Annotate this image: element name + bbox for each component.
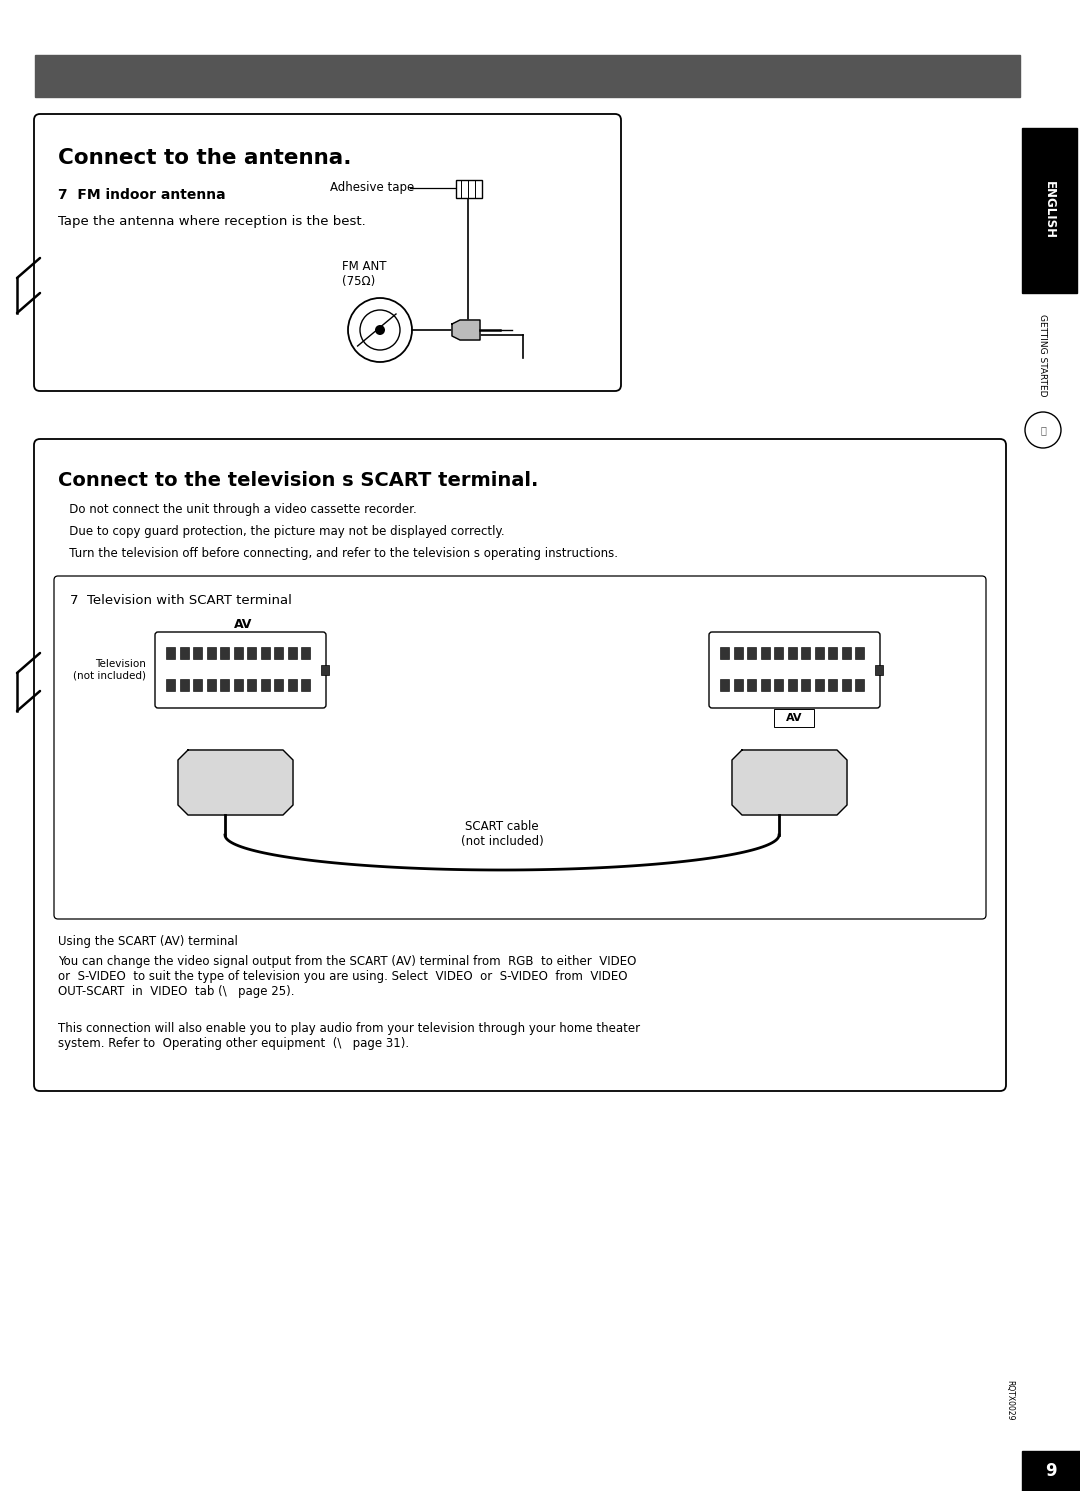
Text: Adhesive tape: Adhesive tape <box>330 182 415 194</box>
Bar <box>828 678 837 690</box>
Bar <box>720 647 729 659</box>
Bar <box>787 678 797 690</box>
Text: Connect to the antenna.: Connect to the antenna. <box>58 148 351 168</box>
Text: SCART cable
(not included): SCART cable (not included) <box>461 820 543 848</box>
Text: This connection will also enable you to play audio from your television through : This connection will also enable you to … <box>58 1021 640 1050</box>
Bar <box>233 678 243 690</box>
FancyBboxPatch shape <box>156 632 326 708</box>
Text: AV: AV <box>786 713 802 723</box>
Bar <box>1022 128 1077 294</box>
Text: RQTX0029: RQTX0029 <box>1005 1379 1014 1421</box>
Circle shape <box>375 325 384 335</box>
Bar <box>247 647 256 659</box>
Bar <box>774 647 783 659</box>
Bar <box>260 647 270 659</box>
Bar <box>855 678 864 690</box>
Text: 7  FM indoor antenna: 7 FM indoor antenna <box>58 188 226 201</box>
Bar <box>828 647 837 659</box>
Bar <box>814 678 824 690</box>
Bar <box>220 678 229 690</box>
Bar <box>206 647 216 659</box>
Bar <box>760 647 769 659</box>
Polygon shape <box>732 750 847 816</box>
Bar <box>801 647 810 659</box>
Bar <box>733 647 743 659</box>
FancyBboxPatch shape <box>708 632 880 708</box>
Bar <box>747 647 756 659</box>
Text: Tape the antenna where reception is the best.: Tape the antenna where reception is the … <box>58 216 366 228</box>
Text: Do not connect the unit through a video cassette recorder.: Do not connect the unit through a video … <box>58 504 417 516</box>
Bar <box>247 678 256 690</box>
Bar <box>287 647 297 659</box>
Bar <box>301 678 310 690</box>
Text: Turn the television off before connecting, and refer to the television s operati: Turn the television off before connectin… <box>58 547 618 561</box>
Bar <box>179 678 189 690</box>
Text: ENGLISH: ENGLISH <box>1042 180 1055 239</box>
Bar <box>166 678 175 690</box>
Polygon shape <box>453 321 480 340</box>
Bar <box>774 678 783 690</box>
Bar <box>274 678 283 690</box>
Bar <box>855 647 864 659</box>
Bar <box>260 678 270 690</box>
Bar <box>179 647 189 659</box>
Text: AV: AV <box>233 619 253 632</box>
Bar <box>220 647 229 659</box>
Text: 🎧: 🎧 <box>1040 425 1045 435</box>
Polygon shape <box>178 750 293 816</box>
Bar <box>193 647 202 659</box>
Text: Television
(not included): Television (not included) <box>73 659 146 681</box>
Bar <box>456 180 482 198</box>
Bar <box>841 678 851 690</box>
Bar <box>1022 1451 1080 1491</box>
Text: FM ANT
(75Ω): FM ANT (75Ω) <box>342 259 387 288</box>
FancyBboxPatch shape <box>54 576 986 918</box>
Bar <box>733 678 743 690</box>
Bar <box>321 665 329 675</box>
Bar <box>287 678 297 690</box>
Bar <box>193 678 202 690</box>
Text: You can change the video signal output from the SCART (AV) terminal from  RGB  t: You can change the video signal output f… <box>58 956 636 997</box>
Bar <box>841 647 851 659</box>
Bar <box>760 678 769 690</box>
Bar <box>774 710 814 728</box>
Text: Connect to the television s SCART terminal.: Connect to the television s SCART termin… <box>58 471 538 489</box>
FancyBboxPatch shape <box>33 438 1005 1091</box>
FancyBboxPatch shape <box>33 113 621 391</box>
Text: Due to copy guard protection, the picture may not be displayed correctly.: Due to copy guard protection, the pictur… <box>58 525 504 538</box>
Text: Using the SCART (AV) terminal: Using the SCART (AV) terminal <box>58 935 238 948</box>
Bar <box>875 665 883 675</box>
Bar <box>301 647 310 659</box>
Bar <box>814 647 824 659</box>
Bar <box>166 647 175 659</box>
Bar <box>274 647 283 659</box>
Bar <box>747 678 756 690</box>
Bar <box>787 647 797 659</box>
Bar <box>801 678 810 690</box>
Bar <box>35 55 1020 97</box>
Text: 9: 9 <box>1045 1463 1057 1481</box>
Bar <box>720 678 729 690</box>
Text: 7  Television with SCART terminal: 7 Television with SCART terminal <box>70 593 292 607</box>
Bar <box>206 678 216 690</box>
Text: GETTING STARTED: GETTING STARTED <box>1039 313 1048 397</box>
Bar <box>233 647 243 659</box>
